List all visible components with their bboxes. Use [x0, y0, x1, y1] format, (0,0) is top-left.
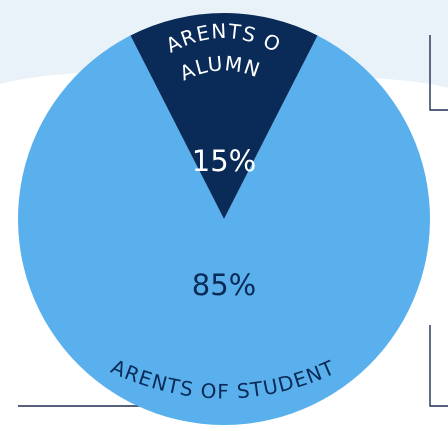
slice-percent-parents-of-alumni: 15% — [192, 144, 256, 178]
slice-percent-parents-of-students: 85% — [192, 268, 256, 302]
pie-slice-parents-of-students — [17, 35, 430, 425]
pie-slices — [17, 12, 430, 425]
pie-slice-parents-of-alumni — [130, 12, 318, 219]
